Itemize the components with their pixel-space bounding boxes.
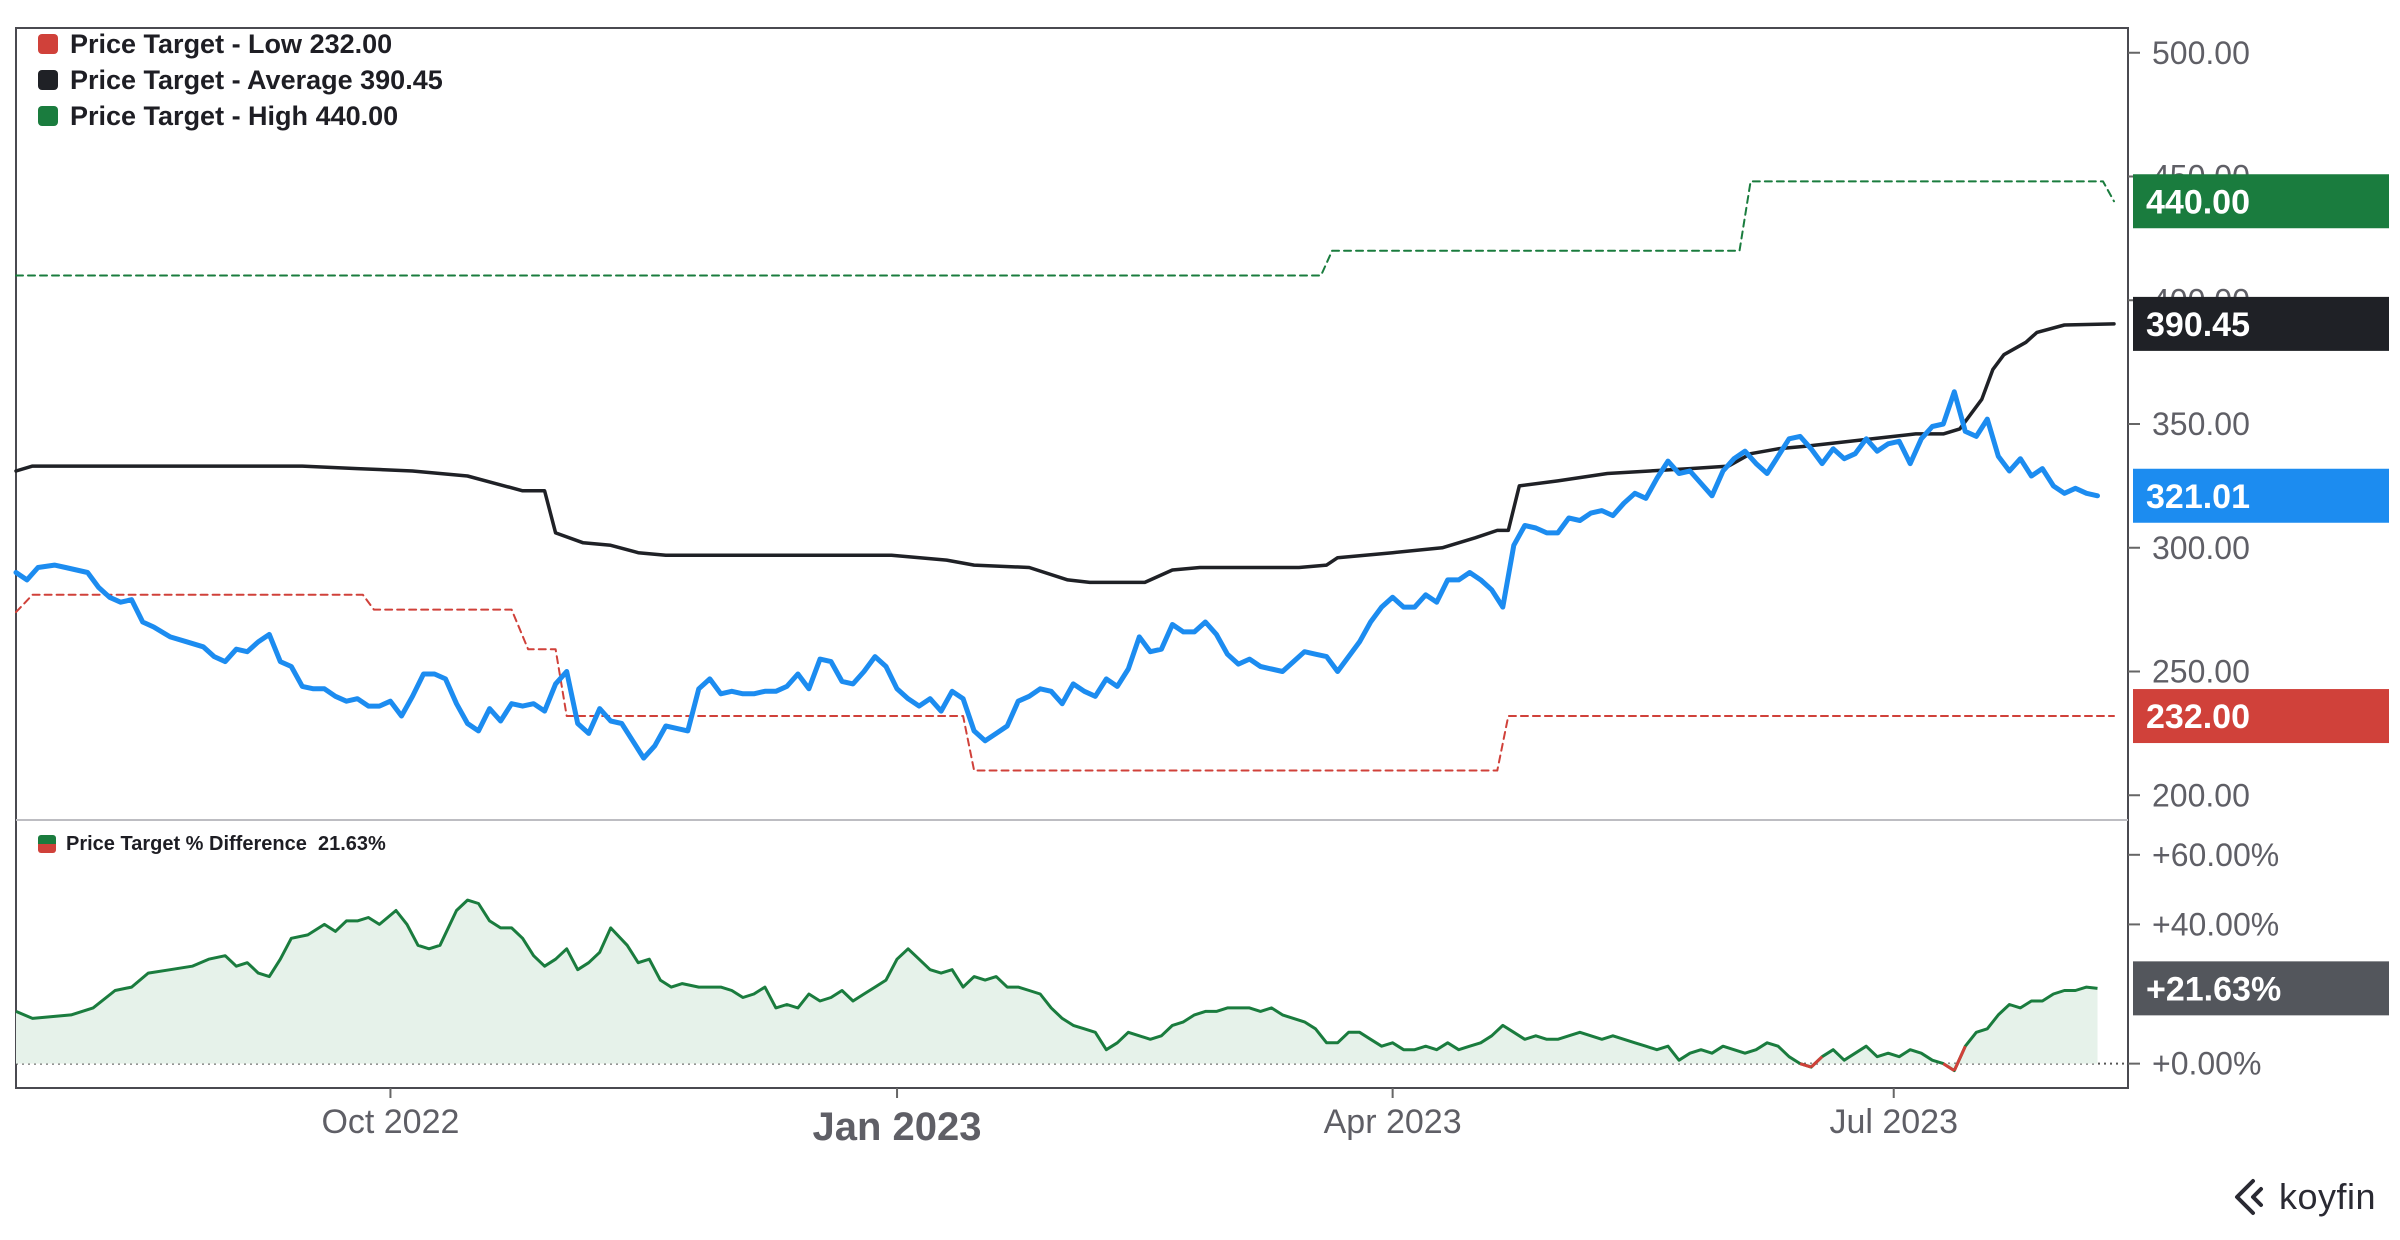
value-tag-bg (2133, 961, 2389, 1016)
series-price-target-low (15, 593, 2115, 772)
pct-diff-area (16, 900, 2098, 1071)
x-tick-label: Jul 2023 (1829, 1103, 1958, 1141)
pct-diff-negative-segment (1952, 1045, 1967, 1072)
legend-swatch-low (38, 34, 58, 54)
legend-swatch-high (38, 106, 58, 126)
y-tick-label: 300.00 (2152, 530, 2250, 566)
legend-label-high: Price Target - High (70, 100, 309, 131)
legend-item-high[interactable]: Price Target - High 440.00 (38, 98, 443, 134)
legend-value-low: 232.00 (309, 28, 393, 59)
y-tick-label: +40.00% (2152, 906, 2279, 942)
x-tick-label: Jan 2023 (813, 1105, 982, 1149)
legend-value-average: 390.45 (360, 64, 443, 95)
y-tick-label: +0.00% (2152, 1046, 2261, 1082)
value-tag-bg (2133, 296, 2389, 351)
pct-diff-negative-segment (1942, 1062, 1956, 1072)
pct-diff-negative-segment (1810, 1055, 1824, 1069)
legend-item-low[interactable]: Price Target - Low 232.00 (38, 26, 443, 62)
plot-frame (15, 27, 2129, 1089)
y-tick-label: 500.00 (2152, 35, 2250, 71)
legend-item-average[interactable]: Price Target - Average 390.45 (38, 62, 443, 98)
y-tick-label: +60.00% (2152, 837, 2279, 873)
value-tag-label: 232.00 (2146, 698, 2250, 736)
value-tag-label: 390.45 (2146, 306, 2250, 344)
value-tag-label: +21.63% (2146, 970, 2281, 1008)
legend-swatch-average (38, 70, 58, 90)
value-tag-label: 440.00 (2146, 183, 2250, 221)
y-tick-label: 200.00 (2152, 777, 2250, 813)
legend-label-pct-diff: Price Target % Difference (66, 832, 307, 855)
pct-diff-negative-segment (1799, 1062, 1812, 1069)
x-tick-label: Oct 2022 (321, 1103, 459, 1141)
legend-label-low: Price Target - Low (70, 28, 303, 59)
y-tick-label: 250.00 (2152, 654, 2250, 690)
value-tag-bg (2133, 689, 2389, 744)
series-price-target-average (14, 322, 2116, 585)
series-price (13, 389, 2100, 761)
x-tick-label: Apr 2023 (1324, 1103, 1462, 1141)
value-tag-label: 321.01 (2146, 478, 2250, 516)
koyfin-logo: koyfin (2231, 1176, 2376, 1218)
legend-value-pct-diff: 21.63% (317, 832, 386, 855)
main-legend: Price Target - Low 232.00 Price Target -… (38, 26, 443, 134)
legend-item-pct-diff[interactable]: Price Target % Difference 21.63% (38, 829, 386, 859)
value-tag-bg (2133, 174, 2389, 229)
legend-label-average: Price Target - Average (70, 64, 353, 95)
y-tick-label: 350.00 (2152, 406, 2250, 442)
legend-swatch-pct-diff (38, 835, 56, 853)
series-price-target-high (15, 180, 2115, 277)
koyfin-logo-icon (2234, 1179, 2263, 1215)
koyfin-logo-text: koyfin (2278, 1176, 2376, 1217)
legend-value-high: 440.00 (315, 100, 399, 131)
sub-legend: Price Target % Difference 21.63% (38, 829, 386, 859)
pct-diff-line (15, 898, 2098, 1073)
value-tag-bg (2133, 468, 2389, 523)
